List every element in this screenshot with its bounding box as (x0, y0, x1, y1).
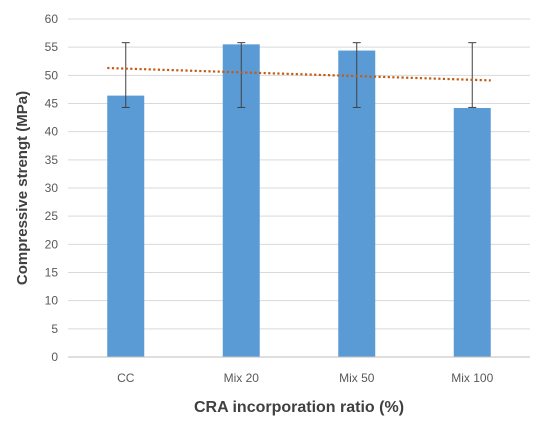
trendline-layer (107, 66, 491, 82)
error-bar (468, 42, 477, 108)
x-tick-label: CC (117, 371, 135, 385)
x-axis-title: CRA incorporation ratio (%) (194, 399, 404, 416)
x-tick-label: Mix 50 (339, 371, 375, 385)
y-tick-label: 50 (45, 68, 59, 82)
y-axis-title: Compressive strengt (MPa) (14, 91, 31, 285)
y-tick-label: 10 (45, 294, 59, 308)
y-tick-label: 20 (45, 237, 59, 251)
x-axis-ticks: CC Mix 20 Mix 50 Mix 100 (117, 371, 494, 385)
y-tick-label: 45 (45, 97, 59, 111)
y-tick-label: 30 (45, 181, 59, 195)
y-tick-label: 60 (45, 12, 59, 26)
y-tick-label: 35 (45, 153, 59, 167)
bar (453, 108, 491, 357)
error-bar (237, 42, 246, 108)
y-tick-label: 40 (45, 125, 59, 139)
y-tick-label: 15 (45, 266, 59, 280)
error-bar (121, 42, 130, 108)
trendline (107, 66, 491, 82)
y-tick-label: 55 (45, 40, 59, 54)
y-tick-label: 0 (51, 350, 58, 364)
bars (107, 44, 491, 358)
y-axis-ticks: 0 5 10 15 20 25 30 35 40 45 50 55 60 (45, 12, 59, 364)
gridlines (68, 18, 530, 330)
x-tick-label: Mix 100 (451, 371, 493, 385)
bar (107, 95, 145, 357)
y-tick-label: 5 (51, 322, 58, 336)
x-tick-label: Mix 20 (224, 371, 260, 385)
y-tick-label: 25 (45, 209, 59, 223)
